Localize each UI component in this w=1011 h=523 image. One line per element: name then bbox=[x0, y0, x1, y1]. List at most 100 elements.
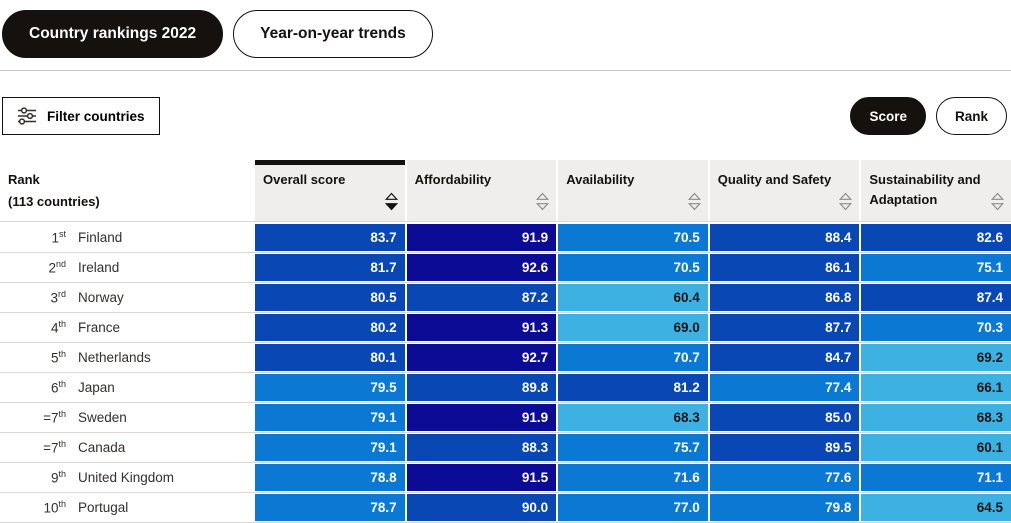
view-tabs: Country rankings 2022 Year-on-year trend… bbox=[0, 0, 1011, 58]
score-cell-overall: 78.7 bbox=[255, 494, 405, 521]
rank-cell: 4th France bbox=[0, 314, 253, 341]
country-name: Canada bbox=[78, 440, 126, 455]
rank-label: 1st bbox=[51, 229, 66, 246]
score-cell-availability: 68.3 bbox=[558, 404, 708, 431]
filter-countries-label: Filter countries bbox=[47, 108, 145, 124]
score-cell-overall: 80.2 bbox=[255, 314, 405, 341]
score-cell-availability: 70.5 bbox=[558, 254, 708, 281]
score-cell-sustainability: 60.1 bbox=[861, 434, 1011, 461]
rank-label: 5th bbox=[50, 349, 66, 366]
score-cell-sustainability: 69.2 bbox=[861, 344, 1011, 371]
tab-year-on-year-trends[interactable]: Year-on-year trends bbox=[233, 10, 433, 58]
table-row[interactable]: 9th United Kingdom 78.8 91.5 71.6 77.6 7… bbox=[0, 464, 1011, 493]
score-cell-affordability: 89.8 bbox=[406, 374, 557, 401]
score-cell-overall: 79.1 bbox=[255, 404, 405, 431]
rank-column-header: Rank (113 countries) bbox=[0, 160, 253, 221]
filter-countries-button[interactable]: Filter countries bbox=[2, 97, 160, 135]
score-cell-quality-safety: 86.1 bbox=[709, 254, 860, 281]
rank-cell: 6th Japan bbox=[0, 374, 253, 401]
score-cell-affordability: 91.3 bbox=[406, 314, 557, 341]
rank-cell: 1st Finland bbox=[0, 224, 253, 251]
table-row[interactable]: 1st Finland 83.7 91.9 70.5 88.4 82.6 bbox=[0, 224, 1011, 253]
rank-cell: 2nd Ireland bbox=[0, 254, 253, 281]
score-cell-quality-safety: 87.7 bbox=[709, 314, 860, 341]
score-cell-availability: 69.0 bbox=[558, 314, 708, 341]
rank-cell: 3rd Norway bbox=[0, 284, 253, 311]
rank-toggle-button[interactable]: Rank bbox=[935, 97, 1007, 135]
rank-label: =7th bbox=[43, 439, 66, 456]
score-cell-overall: 83.7 bbox=[255, 224, 405, 251]
tab-country-rankings[interactable]: Country rankings 2022 bbox=[2, 10, 224, 58]
score-cell-affordability: 92.6 bbox=[406, 254, 557, 281]
score-cell-overall: 78.8 bbox=[255, 464, 405, 491]
score-cell-overall: 80.1 bbox=[255, 344, 405, 371]
score-cell-sustainability: 71.1 bbox=[861, 464, 1011, 491]
score-cell-sustainability: 66.1 bbox=[861, 374, 1011, 401]
score-cell-sustainability: 87.4 bbox=[861, 284, 1011, 311]
column-header-sustainability-and-adaptation[interactable]: Sustainability and Adaptation bbox=[861, 160, 1011, 221]
score-cell-quality-safety: 88.4 bbox=[709, 224, 860, 251]
score-cell-availability: 71.6 bbox=[558, 464, 708, 491]
rank-label: 9th bbox=[50, 469, 66, 486]
score-cell-availability: 75.7 bbox=[558, 434, 708, 461]
score-cell-availability: 60.4 bbox=[558, 284, 708, 311]
country-name: Sweden bbox=[78, 410, 127, 425]
score-cell-availability: 70.5 bbox=[558, 224, 708, 251]
score-cell-quality-safety: 77.4 bbox=[709, 374, 860, 401]
score-cell-availability: 81.2 bbox=[558, 374, 708, 401]
country-name: Norway bbox=[78, 290, 124, 305]
country-name: Finland bbox=[78, 230, 123, 245]
rank-header-line2: (113 countries) bbox=[8, 193, 100, 209]
score-toggle-button[interactable]: Score bbox=[850, 97, 926, 135]
column-header-affordability[interactable]: Affordability bbox=[406, 160, 557, 221]
table-row[interactable]: 10th Portugal 78.7 90.0 77.0 79.8 64.5 bbox=[0, 494, 1011, 523]
table-row[interactable]: 6th Japan 79.5 89.8 81.2 77.4 66.1 bbox=[0, 374, 1011, 403]
table-row[interactable]: 4th France 80.2 91.3 69.0 87.7 70.3 bbox=[0, 314, 1011, 343]
score-cell-affordability: 91.5 bbox=[406, 464, 557, 491]
rank-cell: =7th Canada bbox=[0, 434, 253, 461]
country-name: Portugal bbox=[78, 500, 129, 515]
table-row[interactable]: 2nd Ireland 81.7 92.6 70.5 86.1 75.1 bbox=[0, 254, 1011, 283]
column-header-overall-score[interactable]: Overall score bbox=[255, 160, 405, 221]
country-name: France bbox=[78, 320, 121, 335]
table-row[interactable]: 3rd Norway 80.5 87.2 60.4 86.8 87.4 bbox=[0, 284, 1011, 313]
score-rank-toggle: Score Rank bbox=[850, 97, 1007, 135]
rank-label: 2nd bbox=[48, 259, 66, 276]
score-cell-overall: 79.5 bbox=[255, 374, 405, 401]
score-cell-sustainability: 68.3 bbox=[861, 404, 1011, 431]
score-cell-quality-safety: 84.7 bbox=[709, 344, 860, 371]
column-header-quality-and-safety[interactable]: Quality and Safety bbox=[709, 160, 860, 221]
score-cell-sustainability: 82.6 bbox=[861, 224, 1011, 251]
score-cell-quality-safety: 77.6 bbox=[709, 464, 860, 491]
rank-label: 4th bbox=[50, 319, 66, 336]
score-cell-overall: 81.7 bbox=[255, 254, 405, 281]
score-cell-sustainability: 70.3 bbox=[861, 314, 1011, 341]
rank-cell: 5th Netherlands bbox=[0, 344, 253, 371]
filter-sliders-icon bbox=[17, 106, 37, 126]
score-cell-quality-safety: 79.8 bbox=[709, 494, 860, 521]
score-cell-availability: 70.7 bbox=[558, 344, 708, 371]
column-header-availability[interactable]: Availability bbox=[558, 160, 708, 221]
score-cell-quality-safety: 86.8 bbox=[709, 284, 860, 311]
table-row[interactable]: =7th Sweden 79.1 91.9 68.3 85.0 68.3 bbox=[0, 404, 1011, 433]
table-toolbar: Filter countries Score Rank bbox=[0, 97, 1011, 135]
table-row[interactable]: =7th Canada 79.1 88.3 75.7 89.5 60.1 bbox=[0, 434, 1011, 463]
score-cell-quality-safety: 85.0 bbox=[709, 404, 860, 431]
rank-label: 3rd bbox=[50, 289, 66, 306]
rank-cell: =7th Sweden bbox=[0, 404, 253, 431]
score-cell-affordability: 91.9 bbox=[406, 404, 557, 431]
score-cell-affordability: 87.2 bbox=[406, 284, 557, 311]
rank-label: =7th bbox=[43, 409, 66, 426]
country-name: Netherlands bbox=[78, 350, 151, 365]
rank-cell: 10th Portugal bbox=[0, 494, 253, 521]
sort-icon bbox=[687, 192, 701, 217]
score-cell-affordability: 90.0 bbox=[406, 494, 557, 521]
table-row[interactable]: 5th Netherlands 80.1 92.7 70.7 84.7 69.2 bbox=[0, 344, 1011, 373]
score-cell-overall: 79.1 bbox=[255, 434, 405, 461]
sort-icon bbox=[536, 192, 550, 217]
table-header-row: Rank (113 countries) Overall score Affor… bbox=[0, 160, 1011, 222]
score-cell-availability: 77.0 bbox=[558, 494, 708, 521]
table-body: 1st Finland 83.7 91.9 70.5 88.4 82.6 2nd… bbox=[0, 222, 1011, 523]
country-name: Ireland bbox=[78, 260, 120, 275]
rank-label: 10th bbox=[43, 499, 66, 516]
